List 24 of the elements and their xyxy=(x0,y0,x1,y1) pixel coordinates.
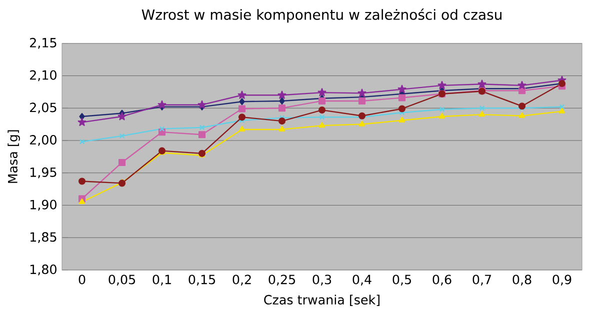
x-tick-label: 0,15 xyxy=(188,274,216,286)
x-tick-label: 0,7 xyxy=(472,274,491,286)
x-tick-label: 0,9 xyxy=(552,274,572,286)
y-tick-label: 1,85 xyxy=(30,232,56,244)
y-tick-label: 2,05 xyxy=(30,102,56,114)
x-tick-label: 0,8 xyxy=(512,274,532,286)
x-tick-label: 0,1 xyxy=(152,274,171,286)
x-tick-label: 0,5 xyxy=(392,274,411,286)
y-axis-title: Masa [g] xyxy=(8,130,20,183)
x-tick-label: 0,05 xyxy=(108,274,136,286)
chart-title: Wzrost w masie komponentu w zależności od czasu xyxy=(142,8,502,23)
y-tick-label: 1,90 xyxy=(30,200,56,211)
x-axis-title: Czas trwania [sek] xyxy=(264,294,380,306)
x-tick-label: 0,4 xyxy=(352,274,372,286)
x-tick-label: 0 xyxy=(78,274,86,284)
x-tick-label: 0,3 xyxy=(312,274,332,286)
x-tick-label: 0,2 xyxy=(232,274,251,286)
x-tick-label: 0,25 xyxy=(268,274,296,286)
y-tick-label: 1,80 xyxy=(30,264,56,276)
y-tick-label: 2,10 xyxy=(30,70,56,82)
x-tick-label: 0,6 xyxy=(432,274,452,286)
y-tick-label: 2,15 xyxy=(30,38,56,49)
y-tick-label: 2,00 xyxy=(30,135,56,146)
y-tick-label: 1,95 xyxy=(30,167,56,178)
